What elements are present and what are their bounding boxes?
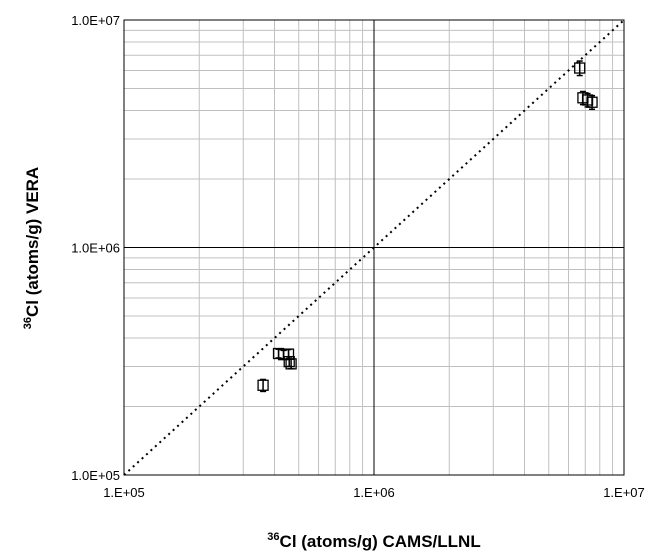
x-axis-title-superscript: 36: [267, 531, 279, 543]
x-tick-label: 1.E+07: [603, 485, 645, 500]
y-axis-title-superscript: 36: [22, 317, 34, 329]
y-tick-labels: 1.0E+05 1.0E+06 1.0E+07: [71, 13, 120, 483]
y-tick-label: 1.0E+06: [71, 241, 120, 256]
x-tick-label: 1.E+05: [103, 485, 145, 500]
x-tick-labels: 1.E+05 1.E+06 1.E+07: [103, 485, 645, 500]
square-marker: [586, 96, 598, 108]
data-point: [285, 358, 297, 370]
data-point: [257, 378, 269, 393]
plot-frame: [123, 19, 625, 476]
x-axis-title-text: Cl (atoms/g) CAMS/LLNL: [280, 532, 481, 551]
data-point: [574, 60, 586, 77]
y-tick-label: 1.0E+07: [71, 13, 120, 28]
y-axis-title-text: Cl (atoms/g) VERA: [23, 167, 42, 317]
data-point: [586, 94, 598, 111]
square-marker: [285, 358, 297, 370]
y-tick-label: 1.0E+05: [71, 468, 120, 483]
square-marker: [574, 62, 586, 74]
x-tick-label: 1.E+06: [353, 485, 395, 500]
square-marker: [257, 379, 269, 391]
square-marker: [283, 355, 295, 368]
grid: [124, 20, 624, 475]
x-axis-title: 36Cl (atoms/g) CAMS/LLNL: [267, 531, 480, 551]
y-axis-title: 36Cl (atoms/g) VERA: [22, 167, 42, 329]
data-points: [257, 60, 598, 393]
